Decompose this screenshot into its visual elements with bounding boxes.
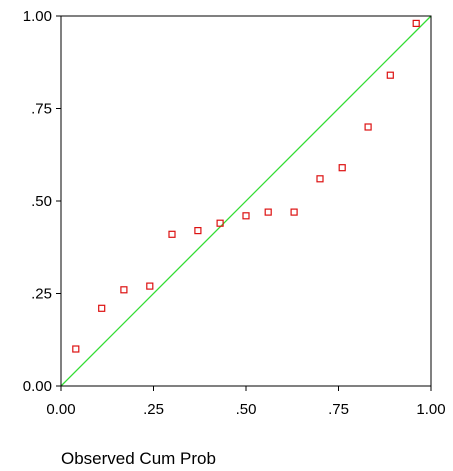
data-point — [316, 175, 324, 183]
data-point — [364, 123, 372, 131]
x-tick-label: 0.00 — [46, 401, 75, 418]
reference-line — [60, 15, 432, 387]
x-axis-title: Observed Cum Prob — [61, 449, 216, 468]
y-tick-label: .50 — [31, 193, 52, 210]
x-tick-label: .25 — [143, 401, 164, 418]
x-tick-label: .50 — [236, 401, 257, 418]
data-point — [98, 304, 106, 312]
y-tick-label: .25 — [31, 286, 52, 303]
reference-line-layer — [60, 15, 432, 387]
y-tick-label: 1.00 — [23, 8, 52, 25]
data-point — [194, 227, 202, 235]
data-point — [290, 208, 298, 216]
data-point — [216, 219, 224, 227]
data-point — [386, 71, 394, 79]
points-layer — [72, 19, 420, 353]
data-point — [338, 164, 346, 172]
data-point — [146, 282, 154, 290]
data-point — [72, 345, 80, 353]
x-tick-label: 1.00 — [416, 401, 445, 418]
ticks-layer: 0.00 .25 .50 .75 1.00 0.00 .25 .50 .75 1.00 — [23, 8, 446, 418]
data-point — [264, 208, 272, 216]
data-point — [242, 212, 250, 220]
y-tick-label: .75 — [31, 101, 52, 118]
data-point — [412, 19, 420, 27]
data-point — [168, 230, 176, 238]
x-tick-label: .75 — [328, 401, 349, 418]
data-point — [120, 286, 128, 294]
y-tick-label: 0.00 — [23, 378, 52, 395]
